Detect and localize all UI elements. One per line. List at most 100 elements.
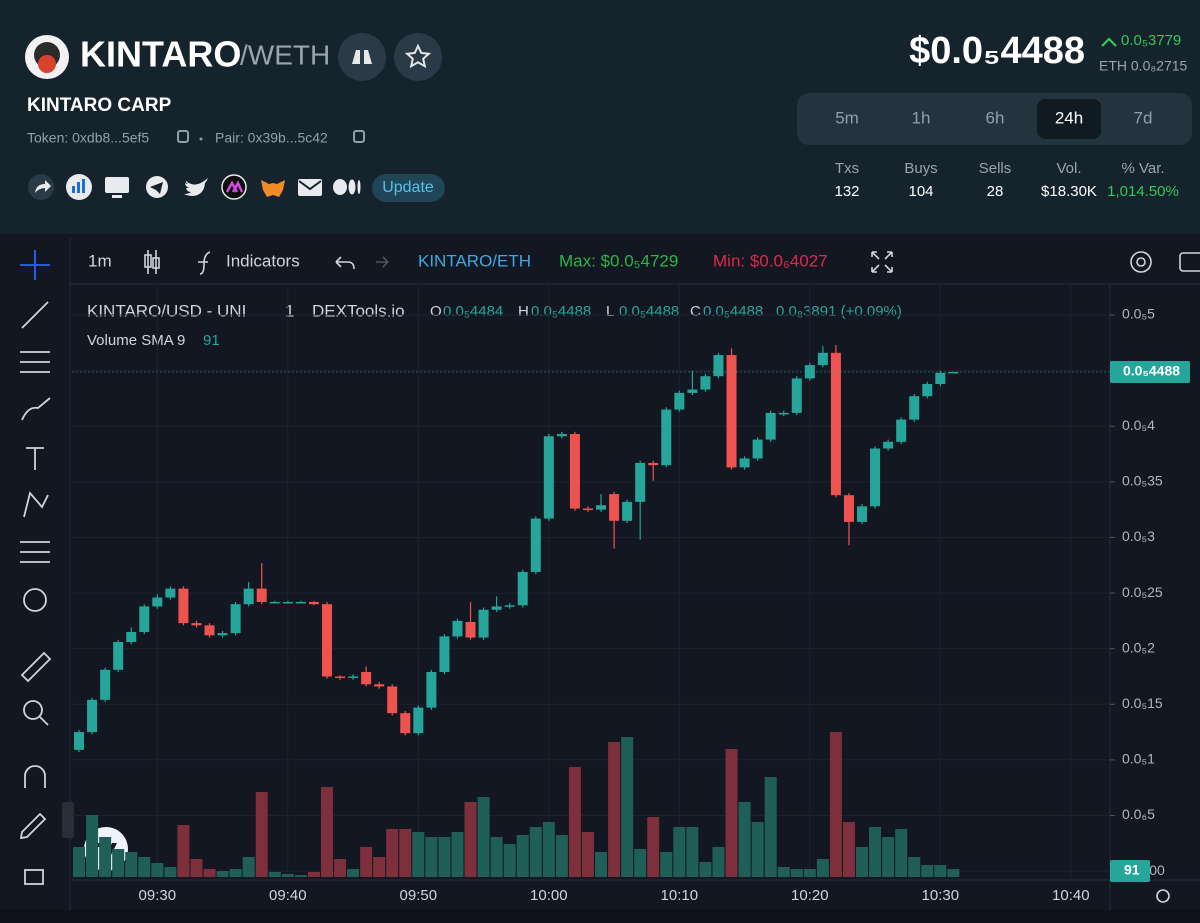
- volume-bar: [412, 832, 425, 877]
- candle-body: [543, 436, 554, 519]
- twitter-icon[interactable]: [184, 178, 208, 196]
- screenshot-icon[interactable]: [1179, 252, 1200, 272]
- text-tool[interactable]: [26, 447, 44, 470]
- toolbar-item[interactable]: Min: $0.0₆4027: [713, 251, 828, 270]
- separator-dot: [199, 137, 203, 141]
- price: $0.0₅4488: [909, 30, 1085, 72]
- copy-icon[interactable]: [353, 130, 365, 143]
- toolbar-item[interactable]: Indicators: [226, 251, 300, 270]
- medium-icon[interactable]: [333, 179, 347, 195]
- undo-icon[interactable]: [335, 256, 355, 270]
- candle-body: [374, 684, 385, 687]
- volume-bar: [477, 797, 490, 877]
- stat-value: $18.30K: [1041, 183, 1097, 200]
- candle-body: [439, 636, 450, 673]
- crosshair-tool[interactable]: [20, 250, 50, 280]
- toolbar-item[interactable]: Max: $0.0₅4729: [559, 251, 678, 270]
- candle-body: [896, 419, 907, 442]
- candle-body: [739, 458, 750, 468]
- pair-quote: /WETH: [240, 39, 330, 70]
- draw-lock-tool[interactable]: [19, 812, 47, 840]
- update-button[interactable]: [372, 174, 445, 202]
- settings-icon[interactable]: [1130, 251, 1152, 273]
- y-tick-label: 0.0₅5: [1122, 306, 1155, 322]
- candle-body: [413, 707, 424, 734]
- stat-label: Vol.: [1056, 160, 1081, 177]
- candle-type-icon[interactable]: [147, 250, 157, 274]
- candle-body: [635, 462, 646, 502]
- candle-body: [165, 588, 176, 598]
- metamask-icon[interactable]: [261, 180, 285, 197]
- candle-body: [426, 672, 437, 708]
- legend-key: O: [430, 303, 442, 320]
- candle-body: [569, 434, 580, 509]
- magnet-tool[interactable]: [24, 765, 46, 788]
- candle-body: [935, 372, 946, 384]
- brush-tool[interactable]: [21, 397, 51, 421]
- timeframe-tab[interactable]: 7d: [1134, 108, 1153, 127]
- indicators-icon[interactable]: [198, 251, 211, 275]
- volume-bar: [621, 737, 634, 877]
- toolbar-item[interactable]: 1m: [88, 251, 112, 270]
- timeframe-tab[interactable]: 6h: [986, 108, 1005, 127]
- fib-tool[interactable]: [20, 351, 50, 373]
- timeframe-tab[interactable]: 1h: [912, 108, 931, 127]
- lock-tool[interactable]: [24, 869, 44, 885]
- volume-bar: [490, 837, 503, 877]
- x-tick-label: 10:30: [922, 887, 960, 904]
- axis-settings-icon[interactable]: [1156, 889, 1170, 903]
- token-name: KINTARO: [80, 34, 241, 75]
- volume-name: Volume SMA 9: [87, 332, 185, 349]
- candle-body: [609, 494, 620, 521]
- volume-bar: [803, 869, 816, 877]
- candle-body: [452, 620, 463, 637]
- candle-type-icon: [144, 254, 152, 268]
- volume-bar: [320, 787, 333, 877]
- candle-body: [295, 601, 306, 604]
- website-icon[interactable]: [105, 177, 129, 193]
- token-full-name: KINTARO CARP: [27, 95, 172, 116]
- volume-sma-box: [1110, 860, 1150, 882]
- prediction-tool[interactable]: [20, 541, 50, 563]
- candle-body: [478, 609, 489, 638]
- y-tick-label: 0.0₅4: [1122, 417, 1155, 433]
- social-icons: [28, 174, 361, 200]
- emoji-tool[interactable]: [23, 588, 47, 612]
- timeframe-tab[interactable]: 5m: [835, 108, 859, 127]
- volume-bar: [725, 749, 738, 877]
- zoom-tool[interactable]: [23, 700, 43, 720]
- volume-bar: [373, 857, 386, 877]
- update-label[interactable]: Update: [382, 179, 434, 196]
- candle-body: [217, 633, 228, 636]
- candle-body: [843, 495, 854, 522]
- legend-source: DEXTools.io: [312, 301, 405, 320]
- binoculars-button[interactable]: [338, 33, 386, 81]
- candle-body: [713, 355, 724, 377]
- share-arrow: [35, 180, 51, 193]
- legend-key: L: [606, 303, 614, 320]
- favorite-button[interactable]: [394, 33, 442, 81]
- volume-bar: [529, 827, 542, 877]
- legend-value: 0.0₅4484: [443, 303, 503, 320]
- volume-sma-label: 91: [1124, 862, 1140, 878]
- stat-label: Txs: [835, 160, 859, 177]
- pattern-tool[interactable]: [23, 491, 49, 518]
- measure-tool[interactable]: [20, 651, 52, 683]
- volume-bar: [216, 871, 229, 877]
- mail-icon[interactable]: [298, 179, 322, 196]
- candle-body: [230, 604, 241, 634]
- collapse-toolbar[interactable]: [62, 802, 74, 838]
- candle-body: [778, 412, 789, 415]
- candle-body: [178, 588, 189, 624]
- fullscreen-icon[interactable]: [871, 251, 893, 273]
- candle-body: [504, 605, 515, 607]
- volume-bar: [660, 852, 673, 877]
- trendline-tool[interactable]: [21, 301, 49, 329]
- redo-icon[interactable]: [376, 256, 389, 268]
- y-tick-label: 0.0₅2: [1122, 639, 1155, 655]
- timeframe-tab[interactable]: 24h: [1055, 108, 1083, 127]
- toolbar-item[interactable]: KINTARO/ETH: [418, 251, 531, 270]
- y-tick-label: 0.0₅35: [1122, 473, 1163, 489]
- copy-icon[interactable]: [177, 130, 189, 143]
- volume-bar: [542, 822, 555, 877]
